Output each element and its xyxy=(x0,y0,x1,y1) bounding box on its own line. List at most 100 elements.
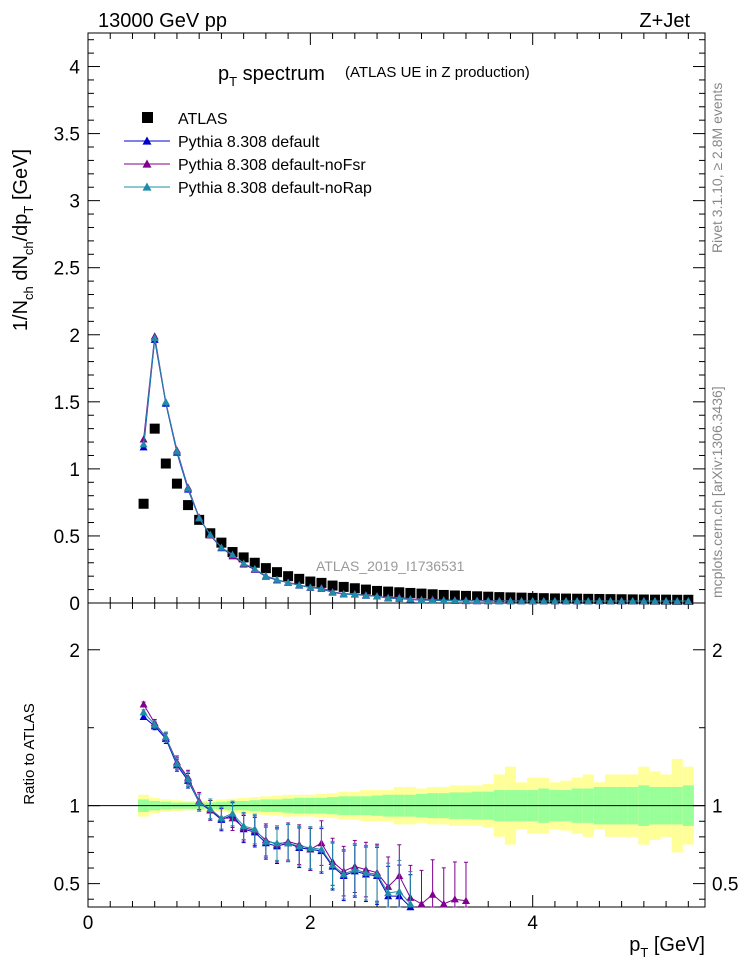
atlas-point xyxy=(372,585,383,596)
mc-point-top-noRap xyxy=(228,550,237,558)
y-axis-label-top: 1/Nch dNch/dpT [GeV] xyxy=(10,149,36,331)
atlas-point xyxy=(338,581,349,592)
mc-point-top-noRap xyxy=(684,597,693,605)
mc-point-ratio-noRap xyxy=(317,845,326,853)
mc-point-ratio-noFsr xyxy=(428,890,437,898)
mc-point-top-noRap xyxy=(461,596,470,604)
mc-point-ratio-noFsr xyxy=(461,896,470,904)
mc-point-top-noRap xyxy=(150,333,159,342)
y-tick-label-ratio: 1 xyxy=(69,797,80,818)
mc-point-top-noRap xyxy=(184,484,193,492)
atlas-point xyxy=(460,590,471,601)
atlas-point xyxy=(327,580,338,591)
series-layer xyxy=(138,332,694,911)
atlas-point xyxy=(260,563,271,574)
atlas-point xyxy=(472,591,483,602)
x-tick-label: 2 xyxy=(305,913,316,934)
plot-title-note: (ATLAS UE in Z production) xyxy=(345,64,530,81)
mc-point-top-noRap xyxy=(606,597,615,605)
mc-point-top-noRap xyxy=(595,597,604,605)
mc-point-top-noRap xyxy=(562,597,571,605)
legend-marker-atlas xyxy=(142,112,153,123)
y-tick-label-top: 4 xyxy=(69,58,80,79)
mc-point-top-noRap xyxy=(361,591,370,599)
y-tick-label-top: 1 xyxy=(69,460,80,481)
mc-point-top-noRap xyxy=(662,597,671,605)
y-tick-label-ratio-right: 0.5 xyxy=(712,875,738,896)
x-axis-label: pT [GeV] xyxy=(629,934,705,960)
plot-title-sub: T xyxy=(229,74,237,89)
mc-point-ratio-noRap xyxy=(161,733,170,741)
legend-label: Pythia 8.308 default-noRap xyxy=(178,180,372,197)
atlas-point xyxy=(183,500,194,511)
mc-point-top-noRap xyxy=(306,583,315,591)
mc-point-top-noRap xyxy=(439,596,448,604)
mc-point-top-noRap xyxy=(517,597,526,605)
legend-marker xyxy=(142,182,152,191)
mc-point-top-noRap xyxy=(272,575,281,583)
atlas-point xyxy=(383,586,394,597)
mc-point-top-noRap xyxy=(161,398,170,406)
legend: ATLAS Pythia 8.308 default Pythia 8.308 de… xyxy=(124,111,372,197)
mc-point-ratio-noRap xyxy=(217,814,226,822)
mc-point-top-noRap xyxy=(284,578,293,586)
mc-point-top-noRap xyxy=(450,596,459,604)
atlas-point xyxy=(294,573,305,584)
atlas-point xyxy=(438,589,449,600)
y-tick-label-top: 1.5 xyxy=(54,393,80,414)
mc-point-ratio-noFsr xyxy=(417,899,426,908)
y-tick-label-top: 3 xyxy=(69,192,80,213)
mc-point-top-noRap xyxy=(673,597,682,605)
mc-point-ratio-noRap xyxy=(339,870,348,878)
side-label-mcplots: mcplots.cern.ch [arXiv:1306.3436] xyxy=(709,386,725,598)
mc-point-top-noRap xyxy=(172,447,181,455)
header-right: Z+Jet xyxy=(639,10,690,32)
mc-point-ratio-noRap xyxy=(195,798,204,806)
mc-point-top-noRap xyxy=(428,596,437,604)
mc-point-ratio-noRap xyxy=(139,708,148,716)
mc-point-ratio-noRap xyxy=(172,759,181,767)
atlas-point xyxy=(360,584,371,595)
mc-point-ratio-noRap xyxy=(250,825,259,833)
mc-point-top-noRap xyxy=(406,595,415,603)
y-tick-label-top: 0 xyxy=(69,594,80,615)
atlas-point xyxy=(249,557,260,568)
mc-point-ratio-noFsr xyxy=(450,895,459,903)
header-left: 13000 GeV pp xyxy=(98,10,227,32)
y-tick-label-ratio: 0.5 xyxy=(54,875,80,896)
atlas-point xyxy=(316,577,327,588)
mc-point-ratio-noRap xyxy=(406,899,415,908)
mc-point-ratio-noRap xyxy=(206,804,215,812)
mc-point-ratio-noRap xyxy=(150,720,159,728)
plot-title: pT spectrum xyxy=(218,63,325,89)
ratio-frame xyxy=(87,602,706,908)
mc-point-ratio-noRap xyxy=(361,868,370,876)
mc-point-ratio-noFsr xyxy=(139,700,148,708)
atlas-point xyxy=(271,567,282,578)
mc-point-top-noRap xyxy=(528,597,537,605)
mc-point-ratio-noRap xyxy=(184,775,193,783)
mc-point-top-noRap xyxy=(628,597,637,605)
atlas-point xyxy=(160,458,171,469)
mc-point-ratio-noRap xyxy=(284,839,293,847)
atlas-point xyxy=(349,583,360,594)
side-label-rivet: Rivet 3.1.10, ≥ 2.8M events xyxy=(709,83,725,253)
atlas-point xyxy=(416,588,427,599)
y-tick-label-top: 2 xyxy=(69,326,80,347)
mc-point-ratio-noRap xyxy=(239,821,248,830)
y-tick-label-top: 2.5 xyxy=(54,259,80,280)
mc-point-top-noRap xyxy=(639,597,648,605)
mc-point-top-noRap xyxy=(261,572,270,580)
x-tick-label: 4 xyxy=(527,913,538,934)
atlas-point xyxy=(394,587,405,598)
mc-point-top-noRap xyxy=(573,597,582,605)
legend-marker xyxy=(142,136,152,145)
mc-point-ratio-noRap xyxy=(350,865,359,873)
atlas-point xyxy=(171,478,182,489)
mc-point-ratio-noRap xyxy=(228,809,237,817)
y-tick-label-top: 0.5 xyxy=(54,527,80,548)
mc-point-top-noRap xyxy=(495,597,504,605)
mc-point-ratio-noRap xyxy=(261,837,270,845)
atlas-point xyxy=(283,571,294,582)
